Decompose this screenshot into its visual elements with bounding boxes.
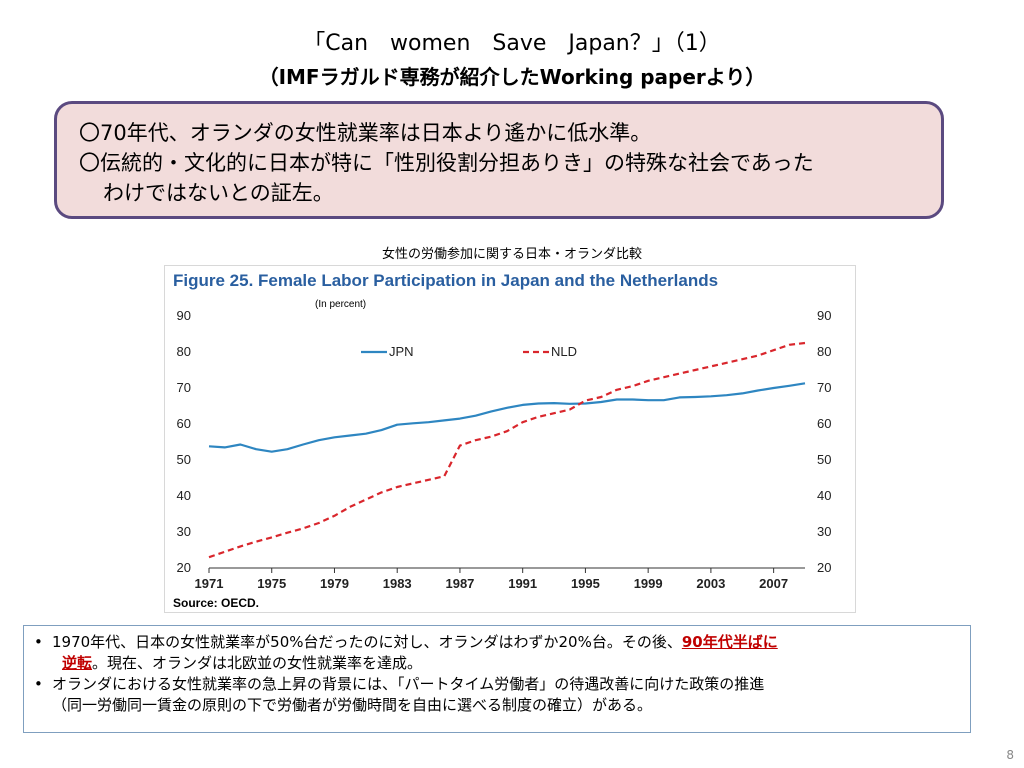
chart-unit-note: (In percent) bbox=[315, 299, 366, 310]
chart-container: Figure 25. Female Labor Participation in… bbox=[165, 266, 855, 612]
y-tick-label-left: 90 bbox=[177, 308, 191, 323]
slide-title: 「Can women Save Japan？」（1） bbox=[303, 31, 721, 56]
note-1-emphasis-a: 90年代半ばに bbox=[681, 633, 778, 651]
y-tick-label-right: 50 bbox=[817, 452, 831, 467]
x-tick-label: 1983 bbox=[383, 576, 412, 591]
y-tick-label-left: 20 bbox=[177, 560, 191, 575]
y-tick-label-right: 80 bbox=[817, 344, 831, 359]
x-tick-label: 1971 bbox=[195, 576, 224, 591]
legend-label-nld: NLD bbox=[551, 344, 577, 359]
series-line-jpn bbox=[208, 382, 806, 453]
series-line-nld bbox=[208, 341, 806, 559]
chart-caption: 女性の労働参加に関する日本・オランダ比較 bbox=[381, 247, 642, 262]
x-tick-label: 1995 bbox=[571, 576, 600, 591]
y-tick-label-left: 70 bbox=[177, 380, 191, 395]
line-chart: Figure 25. Female Labor Participation in… bbox=[173, 271, 831, 610]
callout-line-3: わけではないとの証左。 bbox=[103, 181, 334, 205]
y-tick-label-right: 70 bbox=[817, 380, 831, 395]
note-2-text-cont: （同一労働同一賃金の原則の下で労働者が労働時間を自由に選べる制度の確立）がある。 bbox=[52, 696, 653, 714]
x-tick-label: 2003 bbox=[696, 576, 725, 591]
note-bullet-1: • 1970年代、日本の女性就業率が50%台だったのに対し、オランダはわずか20… bbox=[34, 632, 962, 674]
note-1-emphasis-b: 逆転 bbox=[62, 654, 93, 672]
y-tick-label-left: 80 bbox=[177, 344, 191, 359]
bullet-marker: • bbox=[34, 633, 43, 651]
note-1-text-cont: 。現在、オランダは北欧並の女性就業率を達成。 bbox=[92, 654, 423, 672]
y-tick-label-left: 40 bbox=[177, 488, 191, 503]
callout-line-1: 〇70年代、オランダの女性就業率は日本より遙かに低水準。 bbox=[79, 121, 652, 145]
note-2-text: オランダにおける女性就業率の急上昇の背景には、「パートタイム労働者」の待遇改善に… bbox=[52, 675, 765, 693]
y-tick-label-left: 50 bbox=[177, 452, 191, 467]
slide-subtitle: （IMFラガルド専務が紹介したWorking paperより） bbox=[258, 65, 766, 89]
note-bullet-2: • オランダにおける女性就業率の急上昇の背景には、「パートタイム労働者」の待遇改… bbox=[34, 674, 962, 716]
legend-label-jpn: JPN bbox=[389, 344, 414, 359]
y-tick-label-right: 20 bbox=[817, 560, 831, 575]
x-tick-label: 1991 bbox=[508, 576, 537, 591]
y-tick-label-left: 30 bbox=[177, 524, 191, 539]
notes-box: • 1970年代、日本の女性就業率が50%台だったのに対し、オランダはわずか20… bbox=[23, 625, 971, 733]
y-tick-label-right: 40 bbox=[817, 488, 831, 503]
x-tick-label: 1975 bbox=[257, 576, 286, 591]
x-tick-label: 1999 bbox=[634, 576, 663, 591]
callout-line-2: 〇伝統的・文化的に日本が特に「性別役割分担ありき」の特殊な社会であった bbox=[79, 151, 814, 175]
x-tick-label: 1987 bbox=[445, 576, 474, 591]
y-tick-label-right: 30 bbox=[817, 524, 831, 539]
page-number: 8 bbox=[1006, 748, 1014, 762]
key-points-callout: 〇70年代、オランダの女性就業率は日本より遙かに低水準。 〇伝統的・文化的に日本… bbox=[54, 101, 944, 219]
note-1-text: 1970年代、日本の女性就業率が50%台だったのに対し、オランダはわずか20%台… bbox=[52, 633, 682, 651]
bullet-marker: • bbox=[34, 675, 43, 693]
y-tick-label-right: 90 bbox=[817, 308, 831, 323]
y-tick-label-left: 60 bbox=[177, 416, 191, 431]
chart-title: Figure 25. Female Labor Participation in… bbox=[173, 271, 718, 290]
x-tick-label: 1979 bbox=[320, 576, 349, 591]
x-tick-label: 2007 bbox=[759, 576, 788, 591]
y-tick-label-right: 60 bbox=[817, 416, 831, 431]
chart-source: Source: OECD. bbox=[173, 596, 259, 610]
